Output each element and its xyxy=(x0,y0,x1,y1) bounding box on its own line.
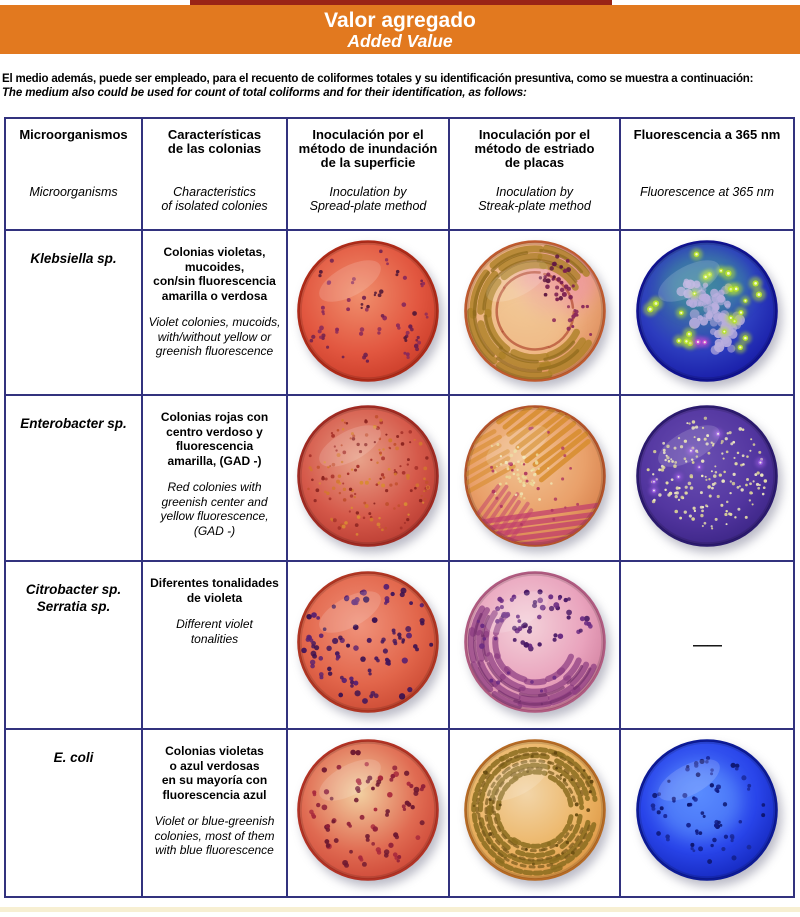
column-header-es: Microorganismos xyxy=(19,127,128,142)
petri-dish-klebsiella-fluorescence-icon xyxy=(632,236,782,386)
petri-dish-enterobacter-streak-icon xyxy=(460,401,610,551)
description-es: Colonias violetas o azul verdosas en su … xyxy=(161,744,268,802)
coliform-identification-table: Microorganismos Microorganisms Caracterí… xyxy=(4,117,795,898)
column-header-es: Inoculación por el método de estriado de… xyxy=(474,127,595,170)
colony-characteristics-ecoli: Colonias violetas o azul verdosas en su … xyxy=(143,730,286,896)
petri-dish-klebsiella-streak-icon xyxy=(460,236,610,386)
column-header-fluorescence: Fluorescencia a 365 nm Fluorescence at 3… xyxy=(621,119,793,229)
column-header-es: Fluorescencia a 365 nm xyxy=(633,127,781,142)
colony-characteristics-citrobacter: Diferentes tonalidades de violeta Differ… xyxy=(143,562,286,728)
petri-dish-cell xyxy=(450,396,619,560)
petri-dish-cell xyxy=(288,396,448,560)
page-subtitle: Added Value xyxy=(347,30,453,51)
column-header-en: Microorganisms xyxy=(29,185,118,199)
petri-dish-cell xyxy=(450,730,619,896)
column-header-es: Inoculación por el método de inundación … xyxy=(298,127,438,170)
column-header-microorganisms: Microorganismos Microorganisms xyxy=(6,119,141,229)
description-en: Violet colonies, mucoids, with/without y… xyxy=(148,315,281,358)
no-result-dash: —— xyxy=(693,636,722,654)
description-en: Violet or blue-greenish colonies, most o… xyxy=(154,814,275,857)
column-header-characteristics: Características de las colonias Characte… xyxy=(143,119,286,229)
header-tab-accent xyxy=(190,0,612,5)
intro-line-en: The medium also could be used for count … xyxy=(2,87,527,99)
petri-dish-cell xyxy=(450,562,619,728)
petri-dish-cell xyxy=(621,231,793,394)
petri-dish-ecoli-streak-icon xyxy=(460,735,610,885)
petri-dish-cell xyxy=(288,562,448,728)
no-fluorescence-cell: —— xyxy=(621,562,793,728)
petri-dish-enterobacter-spread-icon xyxy=(293,401,443,551)
column-header-en: Inoculation by Streak-plate method xyxy=(478,185,591,213)
petri-dish-cell xyxy=(621,730,793,896)
petri-dish-citrobacter-spread-icon xyxy=(293,567,443,717)
page-title: Valor agregado xyxy=(324,8,476,32)
petri-dish-ecoli-spread-icon xyxy=(293,735,443,885)
petri-dish-cell xyxy=(621,396,793,560)
column-header-en: Fluorescence at 365 nm xyxy=(639,185,775,199)
petri-dish-citrobacter-streak-icon xyxy=(460,567,610,717)
intro-text: El medio además, puede ser empleado, par… xyxy=(2,72,799,100)
column-header-streak-plate: Inoculación por el método de estriado de… xyxy=(450,119,619,229)
petri-dish-cell xyxy=(288,730,448,896)
organism-name-citrobacter-serratia: Citrobacter sp. Serratia sp. xyxy=(6,562,141,728)
organism-name-enterobacter: Enterobacter sp. xyxy=(6,396,141,560)
title-band: Valor agregado Added Value xyxy=(0,5,800,54)
description-es: Diferentes tonalidades de violeta xyxy=(150,576,279,605)
column-header-en: Characteristics of isolated colonies xyxy=(161,185,268,213)
description-en: Different violet tonalities xyxy=(176,617,253,646)
petri-dish-klebsiella-spread-icon xyxy=(293,236,443,386)
intro-line-es: El medio además, puede ser empleado, par… xyxy=(2,73,754,85)
column-header-es: Características de las colonias xyxy=(167,127,262,156)
bottom-accent-strip xyxy=(0,907,800,912)
description-en: Red colonies with greenish center and ye… xyxy=(160,480,269,538)
petri-dish-ecoli-fluorescence-icon xyxy=(632,735,782,885)
colony-characteristics-enterobacter: Colonias rojas con centro verdoso y fluo… xyxy=(143,396,286,560)
column-header-en: Inoculation by Spread-plate method xyxy=(309,185,427,213)
petri-dish-cell xyxy=(450,231,619,394)
column-header-spread-plate: Inoculación por el método de inundación … xyxy=(288,119,448,229)
petri-dish-cell xyxy=(288,231,448,394)
organism-name-klebsiella: Klebsiella sp. xyxy=(6,231,141,394)
organism-name-ecoli: E. coli xyxy=(6,730,141,896)
colony-characteristics-klebsiella: Colonias violetas, mucoides, con/sin flu… xyxy=(143,231,286,394)
description-es: Colonias violetas, mucoides, con/sin flu… xyxy=(153,245,276,303)
petri-dish-enterobacter-fluorescence-icon xyxy=(632,401,782,551)
description-es: Colonias rojas con centro verdoso y fluo… xyxy=(160,410,269,468)
